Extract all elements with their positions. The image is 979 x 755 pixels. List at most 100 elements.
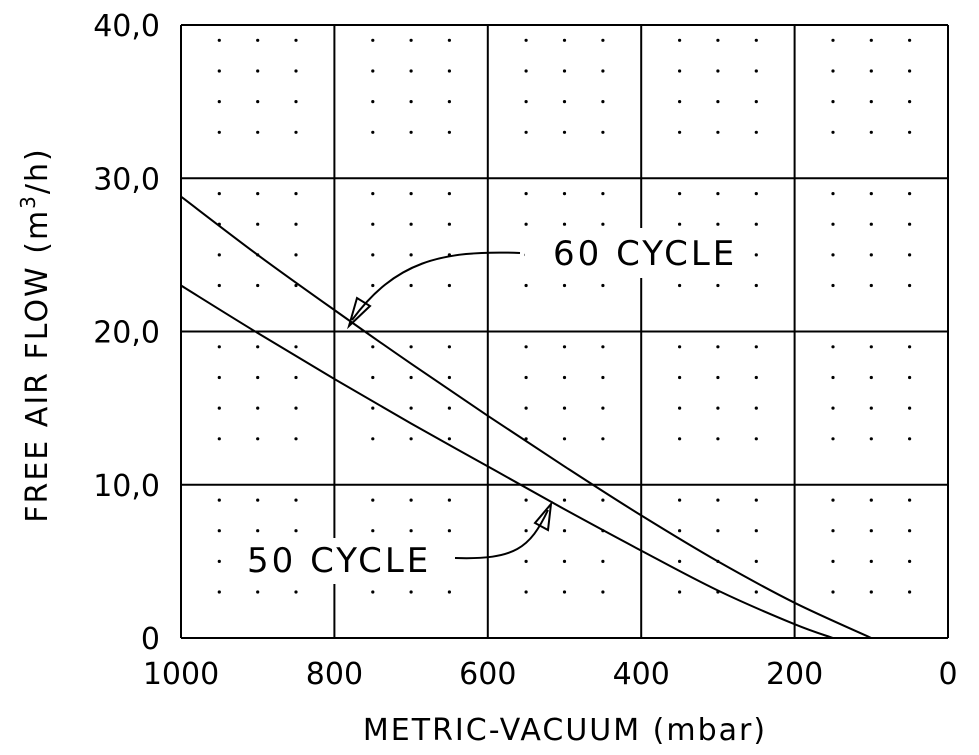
grid-dot bbox=[754, 130, 758, 134]
grid-dot bbox=[562, 559, 567, 564]
y-tick-label: 0 bbox=[141, 622, 160, 657]
grid-dot bbox=[869, 406, 873, 410]
grid-dot bbox=[869, 222, 873, 226]
grid-dot bbox=[562, 590, 567, 594]
grid-dot bbox=[716, 437, 720, 441]
x-tick-label: 400 bbox=[613, 657, 670, 692]
grid-dot bbox=[869, 253, 873, 257]
grid-dot bbox=[754, 498, 758, 502]
grid-dots bbox=[217, 38, 912, 594]
grid-dot bbox=[217, 283, 221, 288]
grid-dot bbox=[831, 69, 835, 73]
grid-dot bbox=[908, 130, 912, 134]
grid-dot bbox=[294, 130, 298, 134]
grid-dot bbox=[409, 100, 413, 104]
grid-dot bbox=[371, 498, 375, 502]
grid-dot bbox=[678, 590, 682, 594]
grid-dot bbox=[869, 590, 873, 594]
grid-dot bbox=[256, 38, 260, 42]
tick-labels: 1000 800 600 400 200 0 0 10,0 20,0 30,0 40,0 bbox=[93, 9, 957, 692]
grid-dot bbox=[678, 529, 682, 533]
grid-dot bbox=[524, 559, 528, 564]
grid-dot bbox=[754, 406, 758, 410]
callout-60-backing bbox=[525, 228, 747, 278]
grid-dot bbox=[217, 590, 221, 594]
grid-dot bbox=[217, 38, 221, 42]
y-tick-label: 40,0 bbox=[93, 9, 160, 44]
grid-dot bbox=[371, 283, 375, 288]
grid-dot bbox=[601, 283, 605, 288]
grid-dot bbox=[908, 192, 912, 196]
grid-dot bbox=[601, 192, 605, 196]
y-axis-title-end: /h) bbox=[20, 147, 55, 194]
grid-dot bbox=[409, 437, 413, 441]
grid-dot bbox=[716, 38, 720, 42]
y-tick-label: 30,0 bbox=[93, 162, 160, 197]
grid-dot bbox=[447, 406, 451, 410]
grid-dot bbox=[371, 345, 375, 349]
grid-dot bbox=[908, 559, 912, 564]
x-tick-label: 800 bbox=[306, 657, 363, 692]
grid-dot bbox=[831, 437, 835, 441]
grid-dot bbox=[754, 69, 758, 73]
grid-dot bbox=[294, 69, 298, 73]
grid-dot bbox=[217, 529, 221, 533]
callout-60-leader bbox=[351, 251, 521, 321]
grid-dot bbox=[908, 498, 912, 502]
grid-dot bbox=[447, 38, 451, 42]
grid-dot bbox=[447, 130, 451, 134]
grid-dot bbox=[869, 38, 873, 42]
grid-dot bbox=[447, 498, 451, 502]
grid-dot bbox=[908, 253, 912, 257]
grid-dot bbox=[371, 222, 375, 226]
grid-dot bbox=[409, 192, 413, 196]
grid-dot bbox=[294, 590, 298, 594]
grid-dot bbox=[294, 375, 298, 380]
callout-50-label: 50 CYCLE bbox=[247, 541, 431, 581]
grid-dot bbox=[371, 437, 375, 441]
grid-dot bbox=[678, 38, 682, 42]
grid-dot bbox=[831, 38, 835, 42]
grid-dot bbox=[601, 130, 605, 134]
grid-dot bbox=[716, 100, 720, 104]
grid-dot bbox=[562, 283, 567, 288]
grid-dot bbox=[217, 375, 221, 380]
grid-dot bbox=[716, 222, 720, 226]
grid-dot bbox=[409, 375, 413, 380]
grid-dot bbox=[217, 498, 221, 502]
grid-dot bbox=[908, 345, 912, 349]
grid-dot bbox=[294, 283, 298, 288]
grid-dot bbox=[447, 283, 451, 288]
grid-dot bbox=[562, 69, 567, 73]
y-axis-title: FREE AIR FLOW (m3/h) bbox=[16, 147, 55, 523]
grid-dot bbox=[294, 529, 298, 533]
grid-dot bbox=[294, 222, 298, 226]
grid-dot bbox=[869, 375, 873, 380]
grid-dot bbox=[678, 498, 682, 502]
grid-dot bbox=[371, 192, 375, 196]
grid-dot bbox=[371, 529, 375, 533]
grid-dot bbox=[256, 529, 260, 533]
grid-dot bbox=[409, 283, 413, 288]
grid-dot bbox=[562, 406, 567, 410]
grid-dot bbox=[562, 130, 567, 134]
grid-dot bbox=[524, 100, 528, 104]
grid-dot bbox=[601, 375, 605, 380]
grid-dot bbox=[256, 192, 260, 196]
grid-dot bbox=[562, 192, 567, 196]
grid-dot bbox=[256, 283, 260, 288]
grid-dot bbox=[601, 437, 605, 441]
grid-dot bbox=[678, 222, 682, 226]
grid-dot bbox=[601, 590, 605, 594]
grid-dot bbox=[409, 69, 413, 73]
grid-dot bbox=[562, 345, 567, 349]
grid-dot bbox=[524, 69, 528, 73]
grid-dot bbox=[294, 406, 298, 410]
x-axis-title: METRIC-VACUUM (mbar) bbox=[363, 713, 767, 748]
y-axis-title-superscript: 3 bbox=[16, 194, 40, 209]
series-lines bbox=[180, 195, 872, 639]
grid-dot bbox=[678, 437, 682, 441]
grid-dot bbox=[754, 559, 758, 564]
grid-dot bbox=[908, 100, 912, 104]
grid-dot bbox=[256, 345, 260, 349]
